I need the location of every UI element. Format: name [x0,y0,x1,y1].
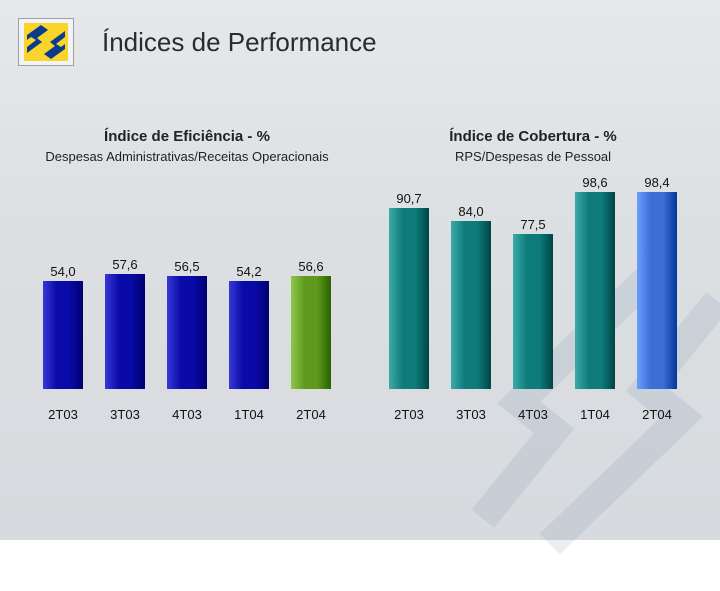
bar-column: 84,0 3T03 [449,204,493,422]
bar-category-label: 2T04 [642,407,672,422]
chart-title: Índice de Eficiência - % [104,128,270,145]
bar-column: 98,4 2T04 [635,175,679,422]
bar-value-label: 56,6 [298,259,323,274]
bar-category-label: 2T04 [296,407,326,422]
bar-column: 98,6 1T04 [573,175,617,422]
bar-category-label: 1T04 [234,407,264,422]
bar [43,281,83,389]
bar-value-label: 84,0 [458,204,483,219]
bb-logo [18,18,74,66]
chart-bars: 90,72T0384,03T0377,54T0398,61T0498,42T04 [387,192,679,422]
bar [451,221,491,389]
chart-title: Índice de Cobertura - % [449,128,617,145]
bar [637,192,677,389]
bar [105,274,145,389]
bar-column: 54,0 2T03 [41,264,85,422]
chart-subtitle: Despesas Administrativas/Receitas Operac… [45,149,328,164]
bar-column: 57,6 3T03 [103,257,147,422]
bar-category-label: 4T03 [172,407,202,422]
bar-value-label: 98,6 [582,175,607,190]
bar-value-label: 77,5 [520,217,545,232]
bar-column: 54,2 1T04 [227,264,271,422]
bar-category-label: 2T03 [48,407,78,422]
bar [291,276,331,389]
bar-column: 56,5 4T03 [165,259,209,422]
bar-value-label: 57,6 [112,257,137,272]
bar [167,276,207,389]
bar-value-label: 56,5 [174,259,199,274]
bar-value-label: 98,4 [644,175,669,190]
charts-container: Índice de Eficiência - % Despesas Admini… [28,128,692,422]
bar-category-label: 1T04 [580,407,610,422]
bar [389,208,429,389]
bar-category-label: 4T03 [518,407,548,422]
bar-category-label: 3T03 [456,407,486,422]
bar [575,192,615,389]
bar-category-label: 3T03 [110,407,140,422]
bar-value-label: 54,0 [50,264,75,279]
chart-bars: 54,0 2T03 57,6 3T03 56,5 4T03 54,2 1T04 56,6 2T04 [41,192,333,422]
bar-category-label: 2T03 [394,407,424,422]
bar [513,234,553,389]
bar-column: 77,5 4T03 [511,217,555,422]
page-header: Índices de Performance [18,18,377,66]
bar-value-label: 90,7 [396,191,421,206]
bar-column: 56,6 2T04 [289,259,333,422]
chart-subtitle: RPS/Despesas de Pessoal [455,149,611,164]
bar-value-label: 54,2 [236,264,261,279]
chart-efficiency: Índice de Eficiência - % Despesas Admini… [28,128,346,422]
page-title: Índices de Performance [102,27,377,58]
bar [229,281,269,389]
bar-column: 90,7 2T03 [387,191,431,422]
chart-coverage: Índice de Cobertura - % RPS/Despesas de … [374,128,692,422]
